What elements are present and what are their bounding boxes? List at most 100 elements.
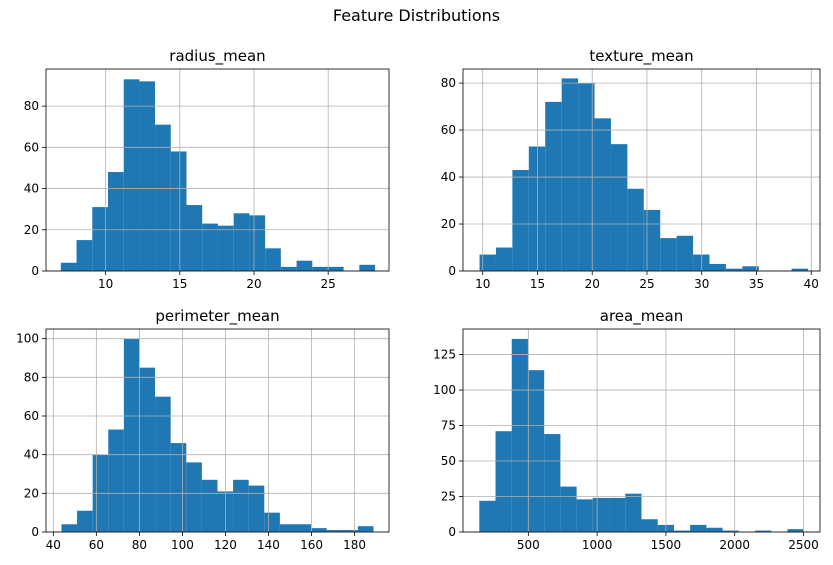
y-tick-label: 60 <box>441 123 456 137</box>
x-tick-label: 15 <box>530 277 545 291</box>
subplot-radius-mean: radius_mean 10 15 20 25 0 20 40 60 80 <box>24 47 390 291</box>
histogram-bar <box>77 510 93 532</box>
histogram-bar <box>673 530 691 532</box>
x-tick-label: 1500 <box>651 538 682 552</box>
histogram-bar <box>660 238 677 271</box>
figure-title: Feature Distributions <box>332 6 501 25</box>
x-tick-label: 160 <box>300 538 323 552</box>
subplot-title: radius_mean <box>169 47 265 66</box>
histogram-bar <box>742 266 759 271</box>
histogram-bar <box>249 215 266 271</box>
histogram-bar <box>544 434 561 532</box>
y-tick-label: 125 <box>433 348 456 362</box>
histogram-bar <box>722 530 739 532</box>
histogram-bar <box>592 497 610 532</box>
histogram-bar <box>123 338 140 532</box>
x-tick-label: 80 <box>132 538 147 552</box>
histogram-bar <box>690 524 707 532</box>
x-tick-label: 20 <box>246 277 261 291</box>
histogram-bar <box>217 225 234 271</box>
y-tick-label: 0 <box>448 525 456 539</box>
y-tick-label: 60 <box>24 409 39 423</box>
histogram-bar <box>676 235 694 271</box>
histogram-bar <box>186 205 203 271</box>
histogram-bar <box>725 268 743 271</box>
subplot-texture-mean: texture_mean 10 15 20 25 30 35 40 0 20 40 60 80 <box>441 47 821 291</box>
histogram-bar <box>92 207 109 271</box>
subplot-title: texture_mean <box>589 47 693 66</box>
histogram-bar <box>709 263 726 271</box>
y-tick-label: 50 <box>441 454 456 468</box>
x-tick-label: 180 <box>343 538 366 552</box>
histogram-bar <box>201 479 218 532</box>
histogram-bar <box>625 493 642 532</box>
histogram-bar <box>108 172 124 271</box>
histogram-bar <box>326 530 343 532</box>
y-tick-label: 0 <box>31 525 39 539</box>
histogram-bar <box>706 527 723 532</box>
histogram-bar <box>641 519 658 532</box>
histogram-bar <box>264 512 280 532</box>
axes-frame <box>462 328 821 533</box>
histogram-bar <box>791 268 809 271</box>
histogram-bar <box>248 485 265 532</box>
histogram-bar <box>280 266 297 271</box>
x-tick-label: 10 <box>475 277 490 291</box>
histogram-bar <box>357 526 374 532</box>
histogram-bar <box>545 101 562 271</box>
x-tick-label: 40 <box>46 538 61 552</box>
x-tick-label: 40 <box>804 277 819 291</box>
x-tick-label: 30 <box>694 277 709 291</box>
histogram-bar <box>170 443 187 532</box>
y-tick-label: 100 <box>16 332 39 346</box>
x-tick-label: 2000 <box>719 538 750 552</box>
histogram-bar <box>528 146 546 271</box>
histogram-bar <box>139 81 156 272</box>
y-tick-label: 100 <box>433 383 456 397</box>
histogram-bar <box>610 144 628 271</box>
y-tick-label: 60 <box>24 140 39 154</box>
x-tick-label: 25 <box>639 277 654 291</box>
x-tick-label: 100 <box>171 538 194 552</box>
histogram-bar <box>627 188 644 271</box>
x-tick-label: 20 <box>585 277 600 291</box>
histogram-bar <box>755 530 772 532</box>
histogram-bar <box>60 262 77 271</box>
y-tick-label: 75 <box>441 419 456 433</box>
histogram-bar <box>170 151 187 271</box>
histogram-bar <box>61 524 78 532</box>
subplot-area-mean: area_mean 500 1000 1500 2000 2500 0 25 50 75 100 12… <box>433 307 821 552</box>
subplot-perimeter-mean: perimeter_mean 40 60 80 100 120 140 160 180 0 20 40… <box>16 307 390 552</box>
histogram-bar <box>311 528 327 532</box>
axes-frame <box>462 68 821 272</box>
histogram-bar <box>594 118 611 271</box>
histogram-bar <box>312 266 328 271</box>
x-tick-label: 140 <box>257 538 280 552</box>
histogram-bar <box>155 124 171 271</box>
histogram-bar <box>327 266 344 271</box>
histogram-bar <box>279 524 296 532</box>
histogram-bar <box>479 500 496 532</box>
histogram-bar <box>123 79 140 271</box>
histogram-bar <box>342 530 358 532</box>
y-tick-label: 80 <box>24 370 39 384</box>
x-tick-label: 10 <box>98 277 113 291</box>
x-tick-label: 25 <box>321 277 336 291</box>
x-tick-label: 15 <box>172 277 187 291</box>
x-tick-label: 120 <box>214 538 237 552</box>
histogram-bar <box>155 396 171 532</box>
histogram-bar <box>576 499 593 532</box>
y-tick-label: 0 <box>448 264 456 278</box>
histogram-bar <box>139 367 156 532</box>
y-tick-label: 20 <box>441 217 456 231</box>
y-tick-label: 0 <box>31 264 39 278</box>
histogram-bar <box>233 479 249 532</box>
histogram-bar <box>296 260 313 271</box>
histogram-bar <box>202 223 218 271</box>
histogram-bar <box>693 254 710 271</box>
subplot-title: area_mean <box>600 307 684 326</box>
y-tick-label: 40 <box>441 170 456 184</box>
histogram-bar <box>359 264 376 271</box>
x-tick-label: 500 <box>517 538 540 552</box>
